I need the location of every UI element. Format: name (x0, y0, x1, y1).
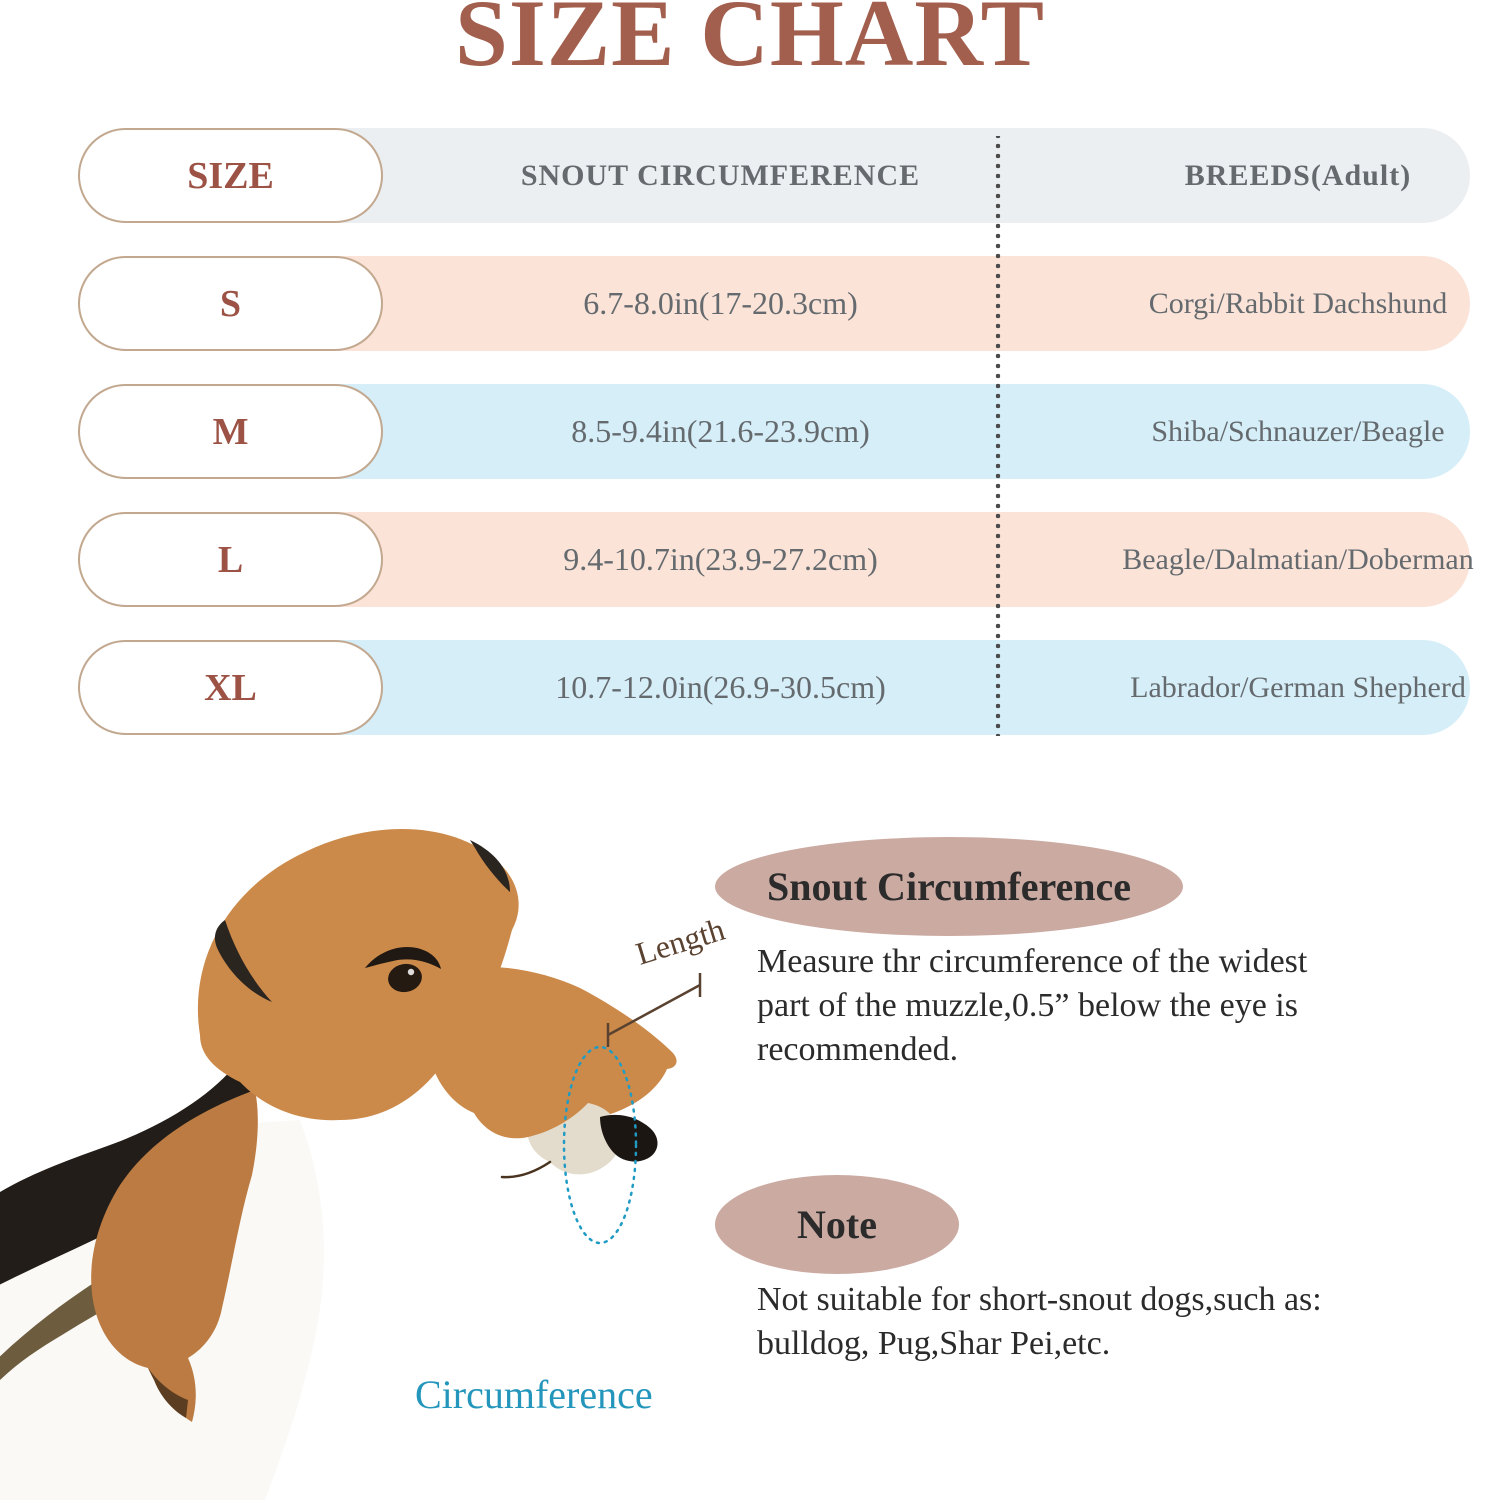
svg-text:Length: Length (632, 911, 729, 972)
svg-text:Circumference: Circumference (415, 1372, 653, 1417)
